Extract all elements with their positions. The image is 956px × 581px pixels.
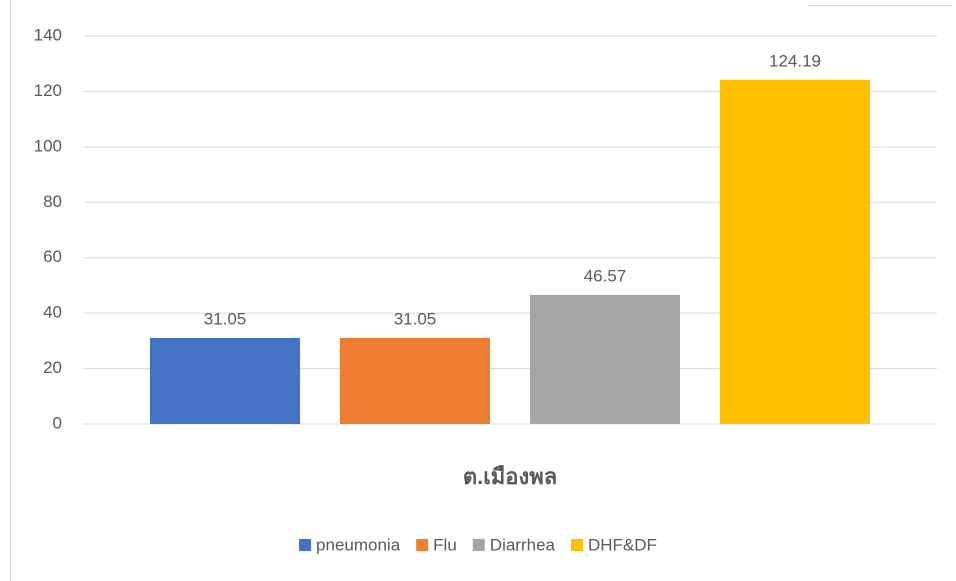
category-label: ต.เมืองพล <box>463 464 557 489</box>
bar <box>150 337 300 424</box>
bar <box>720 79 870 424</box>
y-tick-label: 100 <box>34 136 62 155</box>
legend-swatch <box>472 539 485 551</box>
y-tick-label: 140 <box>34 25 62 44</box>
legend-label: Diarrhea <box>490 535 556 554</box>
y-tick-label: 40 <box>43 303 62 322</box>
legend-label: Flu <box>433 535 457 554</box>
data-label: 31.05 <box>204 309 247 328</box>
legend-label: pneumonia <box>316 535 401 554</box>
legend-swatch <box>571 539 583 551</box>
y-tick-label: 80 <box>43 192 62 211</box>
legend-swatch <box>299 539 312 551</box>
y-tick-label: 120 <box>34 81 62 100</box>
y-tick-label: 60 <box>43 247 62 266</box>
data-label: 31.05 <box>394 309 437 328</box>
bar <box>340 337 490 424</box>
data-label: 124.19 <box>769 51 821 70</box>
y-tick-label: 20 <box>43 358 62 377</box>
bar <box>530 294 680 424</box>
legend-swatch <box>416 539 429 551</box>
data-label: 46.57 <box>584 266 627 285</box>
y-tick-label: 0 <box>53 413 62 432</box>
legend-label: DHF&DF <box>588 535 657 554</box>
